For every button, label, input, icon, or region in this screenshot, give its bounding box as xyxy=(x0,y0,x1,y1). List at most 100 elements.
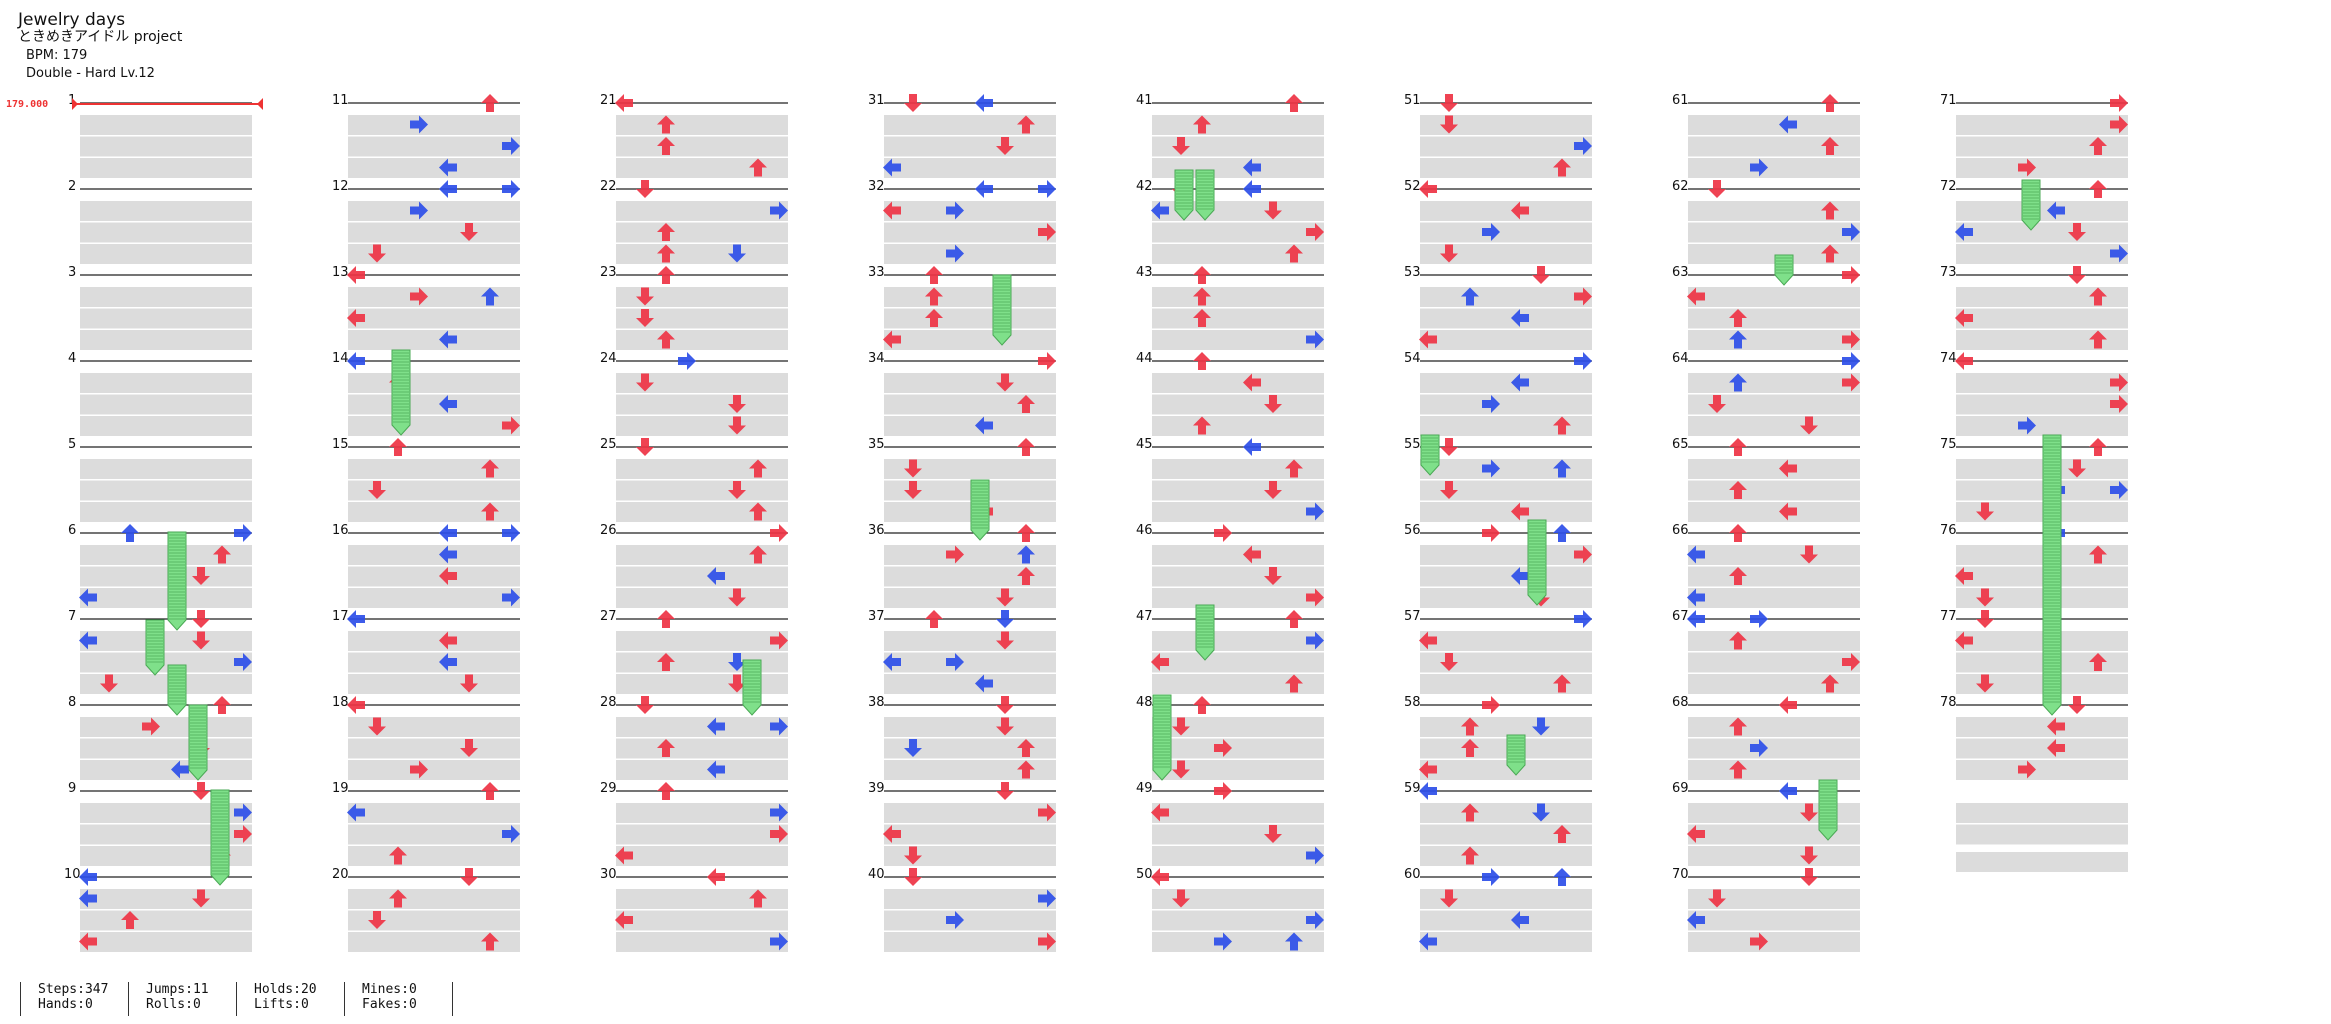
stats-jumps-rolls: Jumps:11 Rolls:0 xyxy=(146,982,209,1012)
measure-number: 71 xyxy=(1940,93,1957,108)
beat-band xyxy=(1152,201,1324,221)
beat-band xyxy=(1152,545,1324,565)
beat-band xyxy=(1688,932,1860,952)
beat-band xyxy=(884,373,1056,393)
measure-number: 78 xyxy=(1940,695,1957,710)
arrow-up-icon xyxy=(1729,631,1747,650)
beat-band xyxy=(884,738,1056,759)
beat-band xyxy=(1420,158,1592,178)
beat-band xyxy=(1956,674,2128,694)
stat-hands: Hands:0 xyxy=(38,997,93,1012)
measure-number: 11 xyxy=(332,93,349,108)
arrow-down-icon xyxy=(728,416,746,435)
arrow-down-icon xyxy=(996,610,1014,628)
beat-band xyxy=(616,394,788,415)
arrow-down-icon xyxy=(1440,481,1458,499)
measure-number: 32 xyxy=(868,179,885,194)
beat-band xyxy=(1152,652,1324,673)
beat-band xyxy=(884,480,1056,501)
beat-band xyxy=(884,222,1056,243)
arrow-up-icon xyxy=(1193,266,1211,284)
beat-band xyxy=(884,889,1056,909)
arrow-right-icon xyxy=(770,803,788,822)
arrow-up-icon xyxy=(1821,94,1839,112)
measure-number: 43 xyxy=(1136,265,1153,280)
arrow-up-icon xyxy=(1553,459,1571,478)
arrow-left-icon xyxy=(1243,373,1261,392)
beat-band xyxy=(884,459,1056,479)
measure-number: 22 xyxy=(600,179,617,194)
measure-number: 40 xyxy=(868,867,885,882)
beat-band xyxy=(884,846,1056,866)
arrow-up-icon xyxy=(657,223,675,241)
measure-number: 35 xyxy=(868,437,885,452)
beat-band xyxy=(1152,824,1324,845)
arrow-right-icon xyxy=(502,825,520,843)
beat-band xyxy=(1688,824,1860,845)
arrow-right-icon xyxy=(770,717,788,736)
arrow-left-icon xyxy=(1151,868,1169,886)
beat-band xyxy=(1420,717,1592,737)
arrow-right-icon xyxy=(1038,889,1056,908)
arrow-up-icon xyxy=(1729,760,1747,779)
arrow-left-icon xyxy=(1511,911,1529,929)
arrow-right-icon xyxy=(1482,868,1500,886)
arrow-left-icon xyxy=(975,94,993,112)
beat-band xyxy=(80,717,252,737)
beat-band xyxy=(80,480,252,501)
beat-band xyxy=(1152,459,1324,479)
measure-number: 41 xyxy=(1136,93,1153,108)
beat-band xyxy=(616,738,788,759)
arrow-down-icon xyxy=(996,137,1014,155)
beat-band xyxy=(884,115,1056,135)
arrow-left-icon xyxy=(439,545,457,564)
arrow-up-icon xyxy=(1553,416,1571,435)
arrow-right-icon xyxy=(1306,846,1324,865)
arrow-left-icon xyxy=(707,760,725,779)
stats-holds-lifts: Holds:20 Lifts:0 xyxy=(254,982,317,1012)
beat-band xyxy=(1688,115,1860,135)
arrow-right-icon xyxy=(946,545,964,564)
beat-band xyxy=(1688,566,1860,587)
stat-rolls: Rolls:0 xyxy=(146,997,201,1012)
beat-band xyxy=(80,287,252,307)
measure-number: 15 xyxy=(332,437,349,452)
arrow-up-icon xyxy=(1017,739,1035,757)
arrow-right-icon xyxy=(2110,395,2128,413)
beat-band xyxy=(1420,416,1592,436)
arrow-right-icon xyxy=(502,180,520,198)
arrow-up-icon xyxy=(749,889,767,908)
beat-band xyxy=(884,308,1056,329)
beat-band xyxy=(884,674,1056,694)
beat-band xyxy=(80,394,252,415)
arrow-right-icon xyxy=(1842,352,1860,370)
arrow-right-icon xyxy=(2110,94,2128,112)
beat-band xyxy=(616,330,788,350)
arrow-down-icon xyxy=(368,717,386,736)
arrow-left-icon xyxy=(883,201,901,220)
arrow-down-icon xyxy=(1172,137,1190,155)
arrow-down-icon xyxy=(1440,244,1458,263)
beat-band xyxy=(616,717,788,737)
beat-band xyxy=(616,308,788,329)
song-title: Jewelry days xyxy=(18,10,126,30)
hold-body xyxy=(1195,604,1215,661)
arrow-down-icon xyxy=(2068,696,2086,714)
measure-number: 55 xyxy=(1404,437,1421,452)
arrow-down-icon xyxy=(192,610,210,628)
beat-band xyxy=(80,738,252,759)
beat-band xyxy=(1688,394,1860,415)
beat-band xyxy=(80,674,252,694)
arrow-right-icon xyxy=(1750,932,1768,951)
arrow-right-icon xyxy=(1482,459,1500,478)
beat-band xyxy=(1152,889,1324,909)
arrow-up-icon xyxy=(1193,696,1211,714)
measure-number: 48 xyxy=(1136,695,1153,710)
hold-body xyxy=(167,664,187,716)
beat-band xyxy=(348,330,520,350)
stats-divider xyxy=(20,982,21,1016)
arrow-up-icon xyxy=(1285,244,1303,263)
arrow-right-icon xyxy=(502,588,520,607)
beat-band xyxy=(348,158,520,178)
beat-band xyxy=(348,459,520,479)
